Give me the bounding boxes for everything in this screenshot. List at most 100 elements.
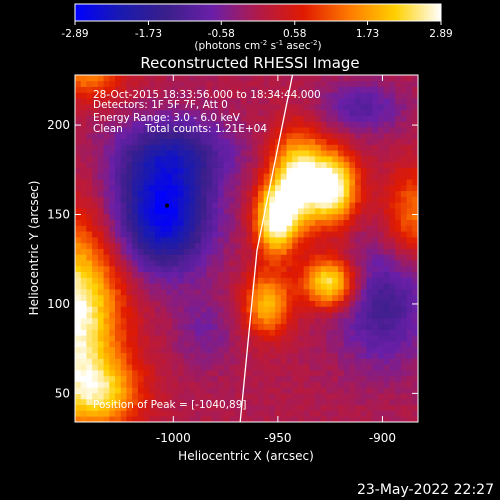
heatmap-cell — [286, 260, 293, 267]
heatmap-cell — [212, 358, 219, 365]
heatmap-cell — [126, 144, 133, 151]
heatmap-cell — [360, 300, 367, 307]
heatmap-cell — [275, 398, 282, 406]
heatmap-cell — [200, 277, 207, 284]
heatmap-cell — [235, 219, 242, 226]
heatmap-cell — [189, 398, 196, 406]
heatmap-cell — [92, 179, 99, 186]
heatmap-cell — [132, 387, 139, 394]
heatmap-cell — [252, 219, 259, 226]
heatmap-cell — [109, 184, 116, 192]
heatmap-cell — [132, 161, 139, 168]
heatmap-cell — [223, 248, 230, 255]
heatmap-cell — [297, 364, 305, 371]
heatmap-cell — [412, 173, 418, 180]
heatmap-cell — [349, 398, 356, 406]
heatmap-cell — [177, 190, 185, 197]
heatmap-cell — [155, 98, 162, 105]
heatmap-cell — [75, 173, 82, 180]
heatmap-cell — [406, 416, 413, 422]
heatmap-cell — [126, 398, 133, 406]
heatmap-cell — [326, 155, 333, 163]
heatmap-cell — [297, 213, 305, 220]
heatmap-cell — [195, 312, 202, 319]
heatmap-cell — [132, 416, 139, 422]
heatmap-cell — [160, 312, 167, 319]
heatmap-cell — [75, 179, 82, 186]
heatmap-cell — [252, 404, 259, 411]
heatmap-cell — [137, 150, 144, 157]
heatmap-cell — [383, 294, 390, 301]
heatmap-cell — [155, 138, 162, 145]
heatmap-cell — [126, 369, 133, 377]
heatmap-cell — [155, 294, 162, 301]
heatmap-cell — [292, 127, 299, 134]
heatmap-cell — [177, 404, 185, 411]
heatmap-cell — [109, 254, 116, 261]
heatmap-cell — [206, 248, 213, 255]
heatmap-cell — [75, 283, 82, 290]
heatmap-cell — [200, 115, 207, 122]
heatmap-cell — [149, 75, 156, 82]
heatmap-cell — [189, 144, 196, 151]
heatmap-cell — [115, 294, 122, 301]
heatmap-cell — [280, 208, 287, 215]
heatmap-cell — [332, 387, 339, 394]
heatmap-cell — [303, 364, 310, 371]
heatmap-cell — [332, 294, 339, 301]
heatmap-cell — [235, 132, 242, 140]
heatmap-cell — [292, 75, 299, 82]
heatmap-cell — [75, 127, 82, 134]
heatmap-cell — [332, 300, 339, 307]
heatmap-cell — [235, 416, 242, 422]
heatmap-cell — [92, 393, 99, 400]
heatmap-cell — [332, 167, 339, 174]
heatmap-cell — [252, 190, 259, 197]
heatmap-cell — [360, 352, 367, 359]
heatmap-cell — [372, 335, 379, 342]
heatmap-cell — [309, 329, 316, 336]
heatmap-cell — [406, 150, 413, 157]
heatmap-cell — [412, 80, 418, 87]
heatmap-cell — [183, 254, 190, 261]
heatmap-cell — [183, 393, 190, 400]
heatmap-cell — [160, 190, 167, 197]
heatmap-cell — [155, 242, 162, 249]
heatmap-cell — [395, 358, 402, 365]
heatmap-cell — [229, 381, 236, 388]
heatmap-cell — [155, 184, 162, 192]
heatmap-cell — [75, 294, 82, 301]
heatmap-cell — [275, 294, 282, 301]
heatmap-cell — [75, 254, 82, 261]
heatmap-cell — [206, 196, 213, 203]
heatmap-cell — [383, 323, 390, 330]
heatmap-cell — [395, 213, 402, 220]
heatmap-cell — [292, 410, 299, 417]
heatmap-cell — [160, 231, 167, 238]
heatmap-cell — [92, 358, 99, 365]
heatmap-cell — [206, 341, 213, 348]
heatmap-cell — [297, 398, 305, 406]
heatmap-cell — [412, 352, 418, 359]
heatmap-cell — [143, 225, 150, 232]
heatmap-cell — [235, 98, 242, 105]
heatmap-cell — [206, 381, 213, 388]
heatmap-cell — [303, 329, 310, 336]
heatmap-cell — [200, 86, 207, 93]
heatmap-cell — [172, 202, 179, 209]
heatmap-cell — [115, 346, 122, 353]
heatmap-cell — [229, 219, 236, 226]
heatmap-cell — [395, 75, 402, 82]
heatmap-cell — [383, 387, 390, 394]
heatmap-cell — [326, 352, 333, 359]
heatmap-cell — [155, 202, 162, 209]
heatmap-cell — [372, 248, 379, 255]
heatmap-cell — [172, 80, 179, 87]
heatmap-cell — [160, 398, 167, 406]
heatmap-cell — [252, 98, 259, 105]
heatmap-cell — [229, 393, 236, 400]
heatmap-cell — [229, 121, 236, 128]
heatmap-cell — [126, 381, 133, 388]
heatmap-cell — [383, 300, 390, 307]
heatmap-cell — [86, 381, 93, 388]
